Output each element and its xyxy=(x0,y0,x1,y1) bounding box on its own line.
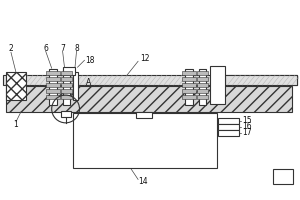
Text: 16: 16 xyxy=(242,122,252,131)
Bar xyxy=(197,83,208,87)
Bar xyxy=(46,83,60,87)
Bar xyxy=(182,95,196,99)
Bar xyxy=(197,71,208,75)
Text: 14: 14 xyxy=(138,177,148,186)
Bar xyxy=(73,113,217,168)
Text: 2: 2 xyxy=(9,44,13,53)
Bar xyxy=(197,77,208,81)
Text: 18: 18 xyxy=(86,56,95,65)
Bar xyxy=(73,72,77,100)
Bar xyxy=(6,72,26,100)
Text: 7: 7 xyxy=(60,44,65,53)
Bar xyxy=(226,75,297,85)
Bar xyxy=(197,95,208,99)
Bar xyxy=(182,89,196,93)
Bar xyxy=(63,67,74,75)
Bar xyxy=(61,83,71,87)
Bar xyxy=(61,89,71,93)
Bar xyxy=(61,71,71,75)
Bar xyxy=(218,124,239,130)
Bar xyxy=(6,86,292,112)
Text: A: A xyxy=(86,78,91,87)
Bar xyxy=(63,69,70,105)
Bar xyxy=(273,169,293,184)
Bar xyxy=(46,77,60,81)
Bar xyxy=(218,130,239,136)
Bar xyxy=(46,71,60,75)
Bar xyxy=(185,69,193,105)
Text: 1: 1 xyxy=(14,120,18,129)
Bar xyxy=(61,77,71,81)
Bar xyxy=(182,71,196,75)
Bar xyxy=(49,69,57,105)
Bar xyxy=(136,112,152,118)
Bar xyxy=(199,69,206,105)
Bar xyxy=(197,89,208,93)
Bar xyxy=(218,118,239,124)
Text: 17: 17 xyxy=(242,128,252,137)
Text: 6: 6 xyxy=(43,44,48,53)
Bar xyxy=(46,95,60,99)
Bar xyxy=(46,89,60,93)
Text: 15: 15 xyxy=(242,116,252,125)
Text: 8: 8 xyxy=(74,44,79,53)
Bar xyxy=(182,77,196,81)
Text: 12: 12 xyxy=(140,54,150,63)
Bar xyxy=(61,111,70,117)
Bar xyxy=(210,66,226,104)
Bar xyxy=(61,95,71,99)
Bar xyxy=(182,83,196,87)
Bar xyxy=(3,75,297,85)
